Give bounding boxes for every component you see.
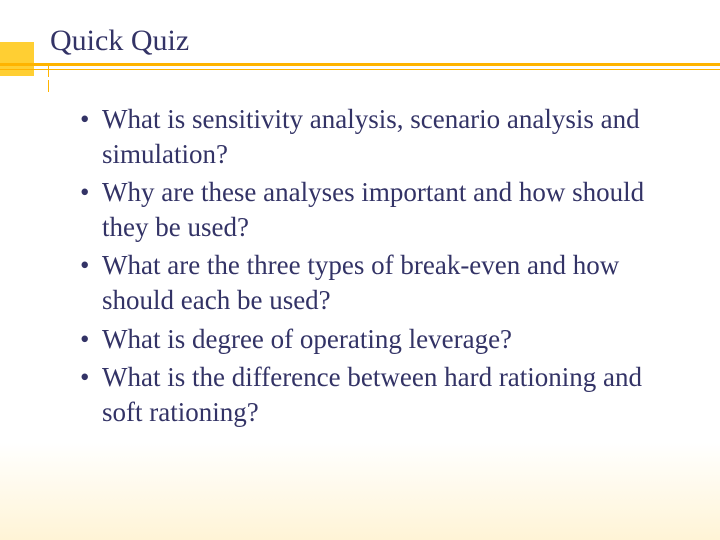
list-item: Why are these analyses important and how… [80, 175, 670, 245]
content-area: What is sensitivity analysis, scenario a… [0, 66, 720, 430]
tick-mark [48, 80, 49, 92]
title-block: Quick Quiz [0, 0, 720, 66]
list-item: What are the three types of break-even a… [80, 248, 670, 318]
bullet-list: What is sensitivity analysis, scenario a… [80, 102, 670, 430]
list-item: What is degree of operating leverage? [80, 322, 670, 357]
list-item: What is the difference between hard rati… [80, 360, 670, 430]
title-underline-thick [0, 63, 720, 66]
title-underline-thin [0, 69, 720, 70]
tick-mark [48, 65, 49, 77]
slide-title: Quick Quiz [50, 24, 720, 66]
list-item: What is sensitivity analysis, scenario a… [80, 102, 670, 172]
